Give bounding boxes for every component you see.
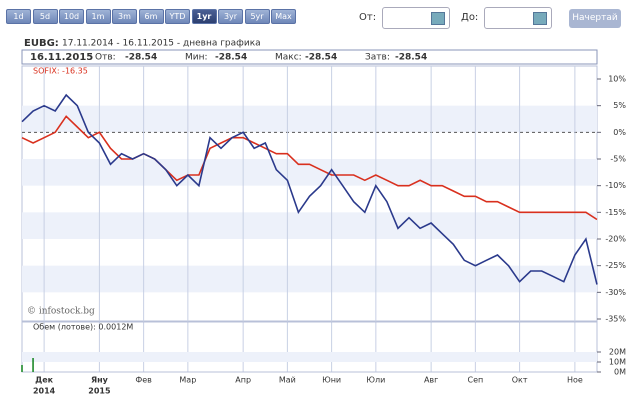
x-tick-label: Авг [424,376,438,385]
y-tick-label: 0M [614,368,626,377]
x-tick-label: Юли [366,376,385,385]
info-value: -28.54 [305,53,337,63]
y-tick-label: 10M [609,358,626,367]
y-tick-label: -35% [605,315,626,324]
info-date: 16.11.2015 [30,52,93,63]
volume-area [21,321,598,373]
period-button[interactable]: 3yr [218,9,243,24]
period-button[interactable]: 5yr [244,9,270,24]
band [22,159,597,186]
band [22,105,597,133]
y-tick-label: -25% [605,261,626,270]
submit-button[interactable]: Начертай [569,9,621,28]
y-tick-label: -30% [605,288,626,297]
info-value: -28.54 [125,53,157,63]
price-line [21,93,598,285]
band [22,352,597,362]
period-button[interactable]: YTD [165,9,190,24]
info-box [21,49,598,65]
period-button[interactable]: 6m [138,9,164,24]
info-value: -28.54 [395,53,427,63]
x-tick-label: Фев [135,376,152,385]
period-button[interactable]: 3m [112,9,137,24]
watermark: © infostock.bg [27,307,95,317]
info-label: Мин: [185,53,208,63]
x-tick-label: Апр [235,376,251,385]
from-label: От: [359,12,377,23]
volume-bar [21,365,23,372]
info-label: Макс: [275,53,302,63]
x-tick-label: Мар [179,376,196,385]
x-tick-label: Ное [567,376,583,385]
y-tick-label: -15% [605,208,626,217]
year-label: 2014 [33,387,56,396]
period-button[interactable]: 1yr [191,9,217,24]
x-tick-label: Май [279,376,296,385]
volume-label: Обем (лотове): 0.0012M [33,323,133,332]
y-tick-label: 20M [609,348,626,357]
period-button[interactable]: Max [271,9,296,24]
to-label: До: [461,12,479,23]
chart-title: 17.11.2014 - 16.11.2015 - дневна графика [62,39,261,49]
y-tick-label: 0% [613,128,626,137]
period-button[interactable]: 5d [32,9,58,24]
period-button[interactable]: 1d [6,9,31,24]
price-line [21,115,598,221]
year-label: 2015 [88,387,111,396]
band [22,212,597,239]
legend-entry: SOFIX: -16.35 [33,67,88,76]
info-label: Отв: [95,53,116,63]
x-tick-label: Сеп [467,376,483,385]
to-date-input[interactable] [484,7,552,29]
y-tick-label: 10% [608,75,626,84]
info-label: Затв: [365,53,390,63]
y-tick-label: -20% [605,235,626,244]
x-tick-label: Юни [322,376,341,385]
volume-bar [32,358,34,372]
from-date-input[interactable] [382,7,450,29]
period-button[interactable]: 1m [85,9,111,24]
x-tick-label: Дек [35,376,54,385]
y-tick-label: 5% [613,101,626,110]
x-tick-label: Яну [91,376,109,385]
y-tick-label: -10% [605,181,626,190]
x-tick-label: Окт [512,376,528,385]
band [22,265,597,293]
y-tick-label: -5% [610,155,626,164]
period-button[interactable]: 10d [59,9,84,24]
symbol: EUBG: [24,38,59,49]
info-value: -28.54 [215,53,247,63]
